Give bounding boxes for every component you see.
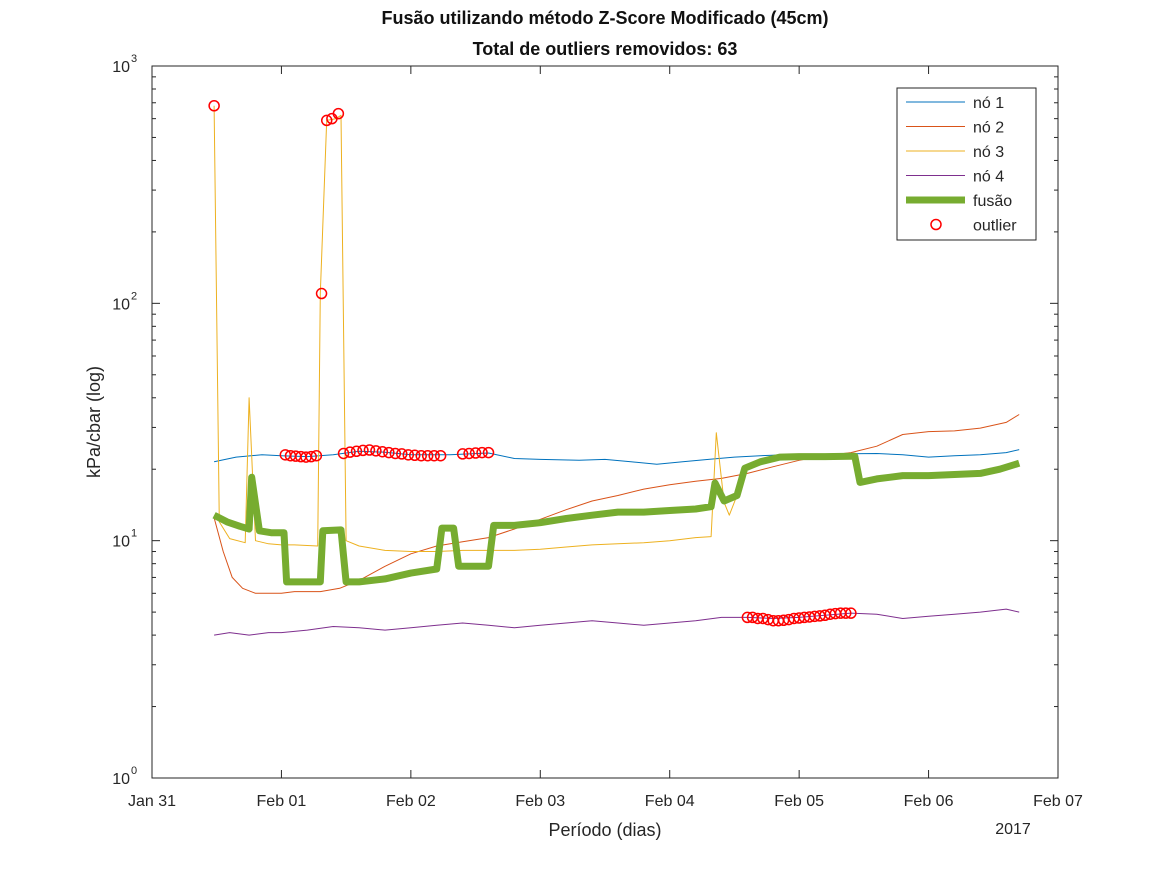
x-tick-label: Feb 05	[774, 793, 824, 810]
x-tick-label: Feb 04	[645, 793, 695, 810]
outlier-point	[332, 107, 345, 120]
outlier-point	[469, 447, 482, 459]
outlier-point	[482, 446, 495, 459]
outlier-point	[357, 444, 369, 457]
legend: nó 1 nó 2 nó 3 nó 4 fusão outlier	[896, 87, 1037, 241]
x-tick-label: Feb 07	[1033, 793, 1083, 810]
outlier-point	[320, 114, 333, 127]
outlier-point	[402, 449, 415, 461]
x-tick-label: Feb 03	[515, 793, 565, 810]
outlier-point	[421, 449, 434, 462]
outlier-point	[845, 607, 857, 619]
outlier-point	[434, 449, 447, 462]
y-axis-label: kPa/cbar (log)	[84, 366, 104, 478]
series-line-1	[213, 449, 1020, 465]
y-tick-label-exponent: 1	[131, 528, 137, 540]
outlier-point	[337, 447, 350, 460]
outlier-point	[428, 449, 440, 462]
outlier-point	[476, 446, 488, 459]
series-line-5	[212, 452, 1021, 586]
x-axis-label: Período (dias)	[548, 820, 661, 840]
series-lines	[212, 105, 1021, 636]
outlier-point	[463, 447, 475, 460]
outlier-point	[305, 450, 317, 463]
axis-ticks: Jan 31 Feb 01 Feb 02 Feb 03 Feb 04 Feb 05 Feb …	[112, 53, 1083, 810]
outlier-point	[408, 449, 421, 462]
legend-label: nó 2	[973, 120, 1004, 137]
x-axis-year-label: 2017	[995, 821, 1031, 838]
x-tick-label: Feb 02	[386, 793, 436, 810]
y-tick-label: 10	[112, 59, 130, 76]
outlier-point	[456, 448, 469, 460]
y-tick-label-exponent: 3	[131, 53, 137, 65]
outlier-point	[315, 287, 328, 300]
outlier-point	[350, 445, 363, 458]
outlier-point	[757, 612, 769, 625]
y-tick-label-exponent: 2	[131, 290, 137, 302]
legend-swatch	[930, 218, 942, 231]
outlier-point	[370, 445, 382, 457]
series-line-4	[214, 608, 1020, 636]
x-tick-label: Feb 06	[904, 793, 954, 810]
outlier-point	[383, 446, 395, 459]
outlier-point	[208, 100, 220, 112]
x-tick-label: Feb 01	[257, 793, 307, 810]
outlier-point	[396, 448, 408, 460]
outlier-markers	[208, 100, 857, 627]
x-tick-label: Jan 31	[128, 793, 176, 810]
chart-title: Fusão utilizando método Z-Score Modifica…	[381, 8, 829, 28]
legend-label: fusão	[973, 193, 1012, 210]
legend-box	[896, 87, 1037, 241]
chart-subtitle: Total de outliers removidos: 63	[472, 39, 738, 59]
legend-label: nó 3	[973, 144, 1004, 161]
legend-label: nó 4	[973, 169, 1004, 186]
outlier-point	[415, 449, 427, 462]
outlier-point	[389, 447, 402, 460]
outlier-point	[310, 449, 323, 462]
legend-label: outlier	[973, 218, 1017, 235]
outlier-point	[363, 444, 376, 456]
y-tick-label: 10	[112, 534, 130, 551]
y-tick-label: 10	[112, 296, 130, 313]
outlier-point	[344, 446, 356, 458]
y-tick-label: 10	[112, 771, 130, 788]
outlier-point	[376, 445, 389, 458]
legend-label: nó 1	[973, 95, 1004, 112]
y-tick-label-exponent: 0	[131, 765, 137, 777]
series-line-2	[213, 414, 1020, 594]
outlier-point	[839, 607, 852, 619]
